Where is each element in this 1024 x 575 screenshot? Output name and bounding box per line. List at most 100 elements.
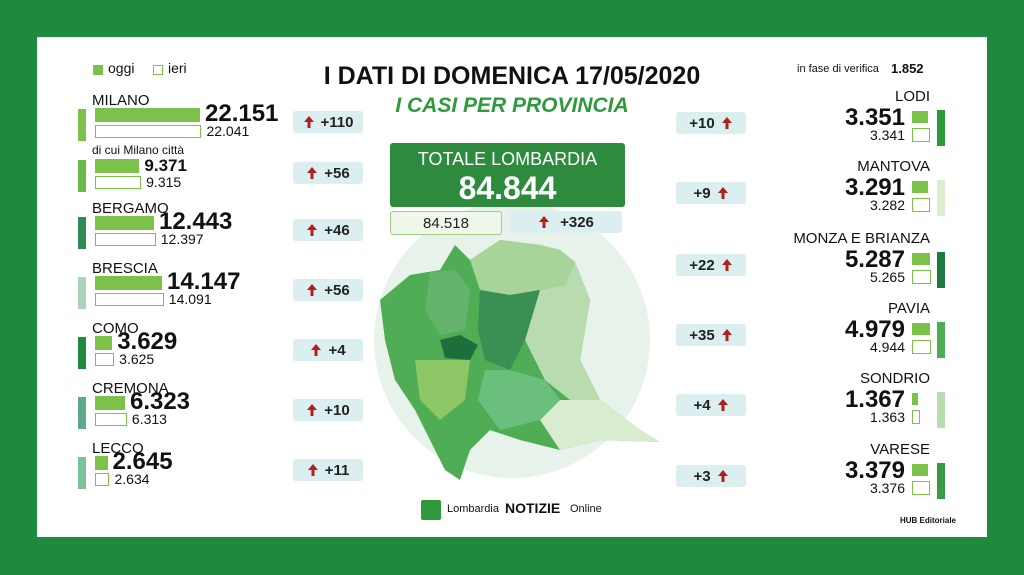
- delta-pill: +11: [293, 459, 363, 481]
- side-strip: [78, 277, 86, 309]
- province-name: MILANO: [92, 92, 150, 109]
- bar-today: [95, 456, 108, 470]
- verification-label: in fase di verifica: [797, 63, 879, 75]
- up-arrow: [717, 187, 728, 199]
- province-name: COMO: [92, 320, 139, 337]
- bar-today: [912, 253, 930, 265]
- value-today: 4.979: [844, 316, 905, 343]
- province-name: PAVIA: [888, 300, 930, 317]
- total-label: TOTALE LOMBARDIA: [417, 149, 598, 169]
- delta: +56: [324, 281, 350, 299]
- bar-yesterday: [95, 176, 142, 189]
- value-yesterday: 9.315: [146, 174, 182, 190]
- logo-prefix: Lombardia: [447, 503, 499, 515]
- up-arrow: [539, 216, 550, 228]
- delta-pill: +9: [676, 182, 746, 204]
- province-name: VARESE: [870, 441, 930, 458]
- delta: +35: [689, 326, 715, 344]
- bar-today: [912, 464, 929, 476]
- delta: +10: [689, 114, 715, 132]
- up-arrow: [307, 404, 318, 416]
- value-today: 3.379: [844, 457, 905, 484]
- credit: HUB Editoriale: [900, 516, 957, 525]
- legend-today-swatch: [93, 65, 103, 75]
- value-yesterday: 2.634: [114, 471, 150, 487]
- up-arrow: [311, 344, 322, 356]
- province-name: MANTOVA: [857, 158, 930, 175]
- up-arrow: [717, 399, 728, 411]
- value-yesterday: 14.091: [168, 291, 212, 307]
- bar-yesterday: [95, 473, 110, 486]
- delta: +4: [693, 396, 711, 414]
- delta-pill: +4: [293, 339, 363, 361]
- total-delta-pill: +326: [510, 211, 622, 233]
- value-today: 12.443: [158, 208, 233, 235]
- up-arrow: [717, 470, 728, 482]
- side-strip: [78, 109, 86, 141]
- value-today: 14.147: [167, 268, 241, 295]
- verification-value: 1.852: [891, 61, 924, 76]
- map-pavia: [415, 360, 470, 420]
- province-name: LECCO: [92, 440, 144, 457]
- map-como: [425, 270, 470, 335]
- bar-today: [95, 276, 163, 290]
- value-today: 3.351: [844, 104, 905, 131]
- side-strip: [78, 337, 86, 369]
- bar-yesterday: [95, 353, 115, 366]
- province-name: di cui Milano città: [92, 143, 185, 157]
- side-strip: [78, 217, 86, 249]
- delta: +110: [320, 113, 354, 131]
- bar-today: [95, 216, 154, 230]
- delta-pill: +10: [676, 112, 746, 134]
- value-today: 9.371: [144, 156, 187, 175]
- bar-yesterday: [912, 410, 921, 424]
- title: I DATI DI DOMENICA 17/05/2020: [323, 62, 701, 90]
- side-strip: [937, 392, 945, 428]
- logo-main: NOTIZIE: [505, 500, 561, 516]
- value-yesterday: 3.625: [119, 351, 155, 367]
- bar-yesterday: [95, 125, 202, 138]
- logo-icon: [421, 500, 441, 520]
- bar-yesterday: [95, 233, 156, 246]
- map-bergamo: [478, 290, 540, 370]
- province-name: SONDRIO: [859, 370, 930, 387]
- map-mantova: [540, 400, 660, 450]
- province-name: BERGAMO: [92, 200, 169, 217]
- map-cremona: [478, 370, 560, 430]
- province-name: MONZA E BRIANZA: [793, 230, 930, 247]
- bar-yesterday: [912, 128, 930, 142]
- bar-today: [95, 159, 140, 173]
- delta: +56: [324, 164, 350, 182]
- delta: +46: [324, 221, 350, 239]
- up-arrow: [721, 329, 732, 341]
- value-yesterday: 5.265: [869, 269, 905, 285]
- bar-today: [95, 336, 113, 350]
- side-strip: [78, 397, 86, 429]
- bar-yesterday: [912, 340, 931, 354]
- total-box: [390, 143, 625, 207]
- delta: +3: [693, 467, 711, 485]
- value-yesterday: 3.376: [869, 480, 905, 496]
- delta-pill: +22: [676, 254, 746, 276]
- up-arrow: [307, 284, 318, 296]
- value-today: 3.291: [844, 174, 905, 201]
- bar-today: [95, 396, 125, 410]
- side-strip: [937, 252, 945, 288]
- up-arrow: [303, 116, 314, 128]
- value-yesterday: 3.282: [869, 197, 905, 213]
- total-yesterday: 84.518: [390, 211, 502, 235]
- bar-today: [912, 323, 930, 335]
- legend-yesterday: ieri: [168, 60, 187, 76]
- total-delta: +326: [560, 213, 594, 231]
- side-strip: [937, 463, 945, 499]
- value-yesterday: 6.313: [131, 411, 167, 427]
- map-sondrio: [470, 240, 575, 295]
- bar-yesterday: [912, 270, 931, 284]
- delta-pill: +110: [293, 111, 363, 133]
- delta: +4: [328, 341, 346, 359]
- value-yesterday: 1.363: [869, 409, 905, 425]
- legend-yesterday-swatch: [153, 65, 163, 75]
- delta: +22: [689, 256, 715, 274]
- bar-yesterday: [95, 293, 164, 306]
